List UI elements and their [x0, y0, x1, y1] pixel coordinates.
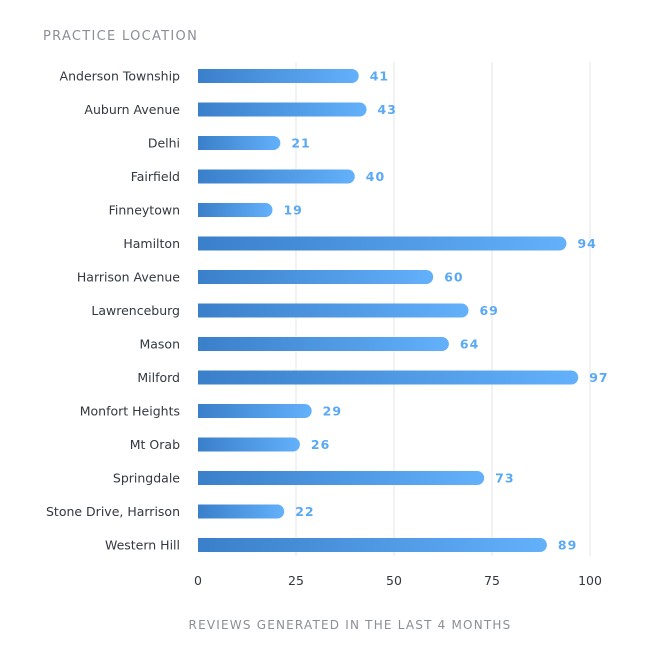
value-label-mt-orab: 26 — [311, 437, 330, 452]
bar-harrison-avenue — [198, 270, 434, 284]
category-label-harrison-avenue: Harrison Avenue — [77, 270, 180, 285]
y-axis-title: PRACTICE LOCATION — [43, 29, 199, 44]
value-label-delhi: 21 — [291, 136, 310, 151]
bar-lawrenceburg — [198, 303, 469, 318]
value-label-lawrenceburg: 69 — [479, 303, 498, 318]
category-label-auburn-avenue: Auburn Avenue — [84, 102, 180, 117]
x-tick-label-25: 25 — [288, 573, 304, 588]
bars: Anderson Township 41 Auburn Avenue 43 Delhi 2… — [46, 69, 608, 553]
bar-hamilton — [198, 236, 567, 251]
value-label-springdale: 73 — [495, 471, 514, 486]
bar-springdale — [198, 471, 485, 486]
value-label-harrison-avenue: 60 — [444, 270, 463, 285]
value-label-finneytown: 19 — [283, 203, 302, 218]
category-label-fairfield: Fairfield — [131, 169, 180, 184]
category-label-lawrenceburg: Lawrenceburg — [91, 303, 180, 318]
category-label-mt-orab: Mt Orab — [130, 437, 180, 452]
value-label-milford: 97 — [589, 370, 608, 385]
bar-finneytown — [198, 203, 273, 218]
x-tick-label-100: 100 — [578, 573, 602, 588]
category-label-finneytown: Finneytown — [109, 203, 180, 218]
bar-mason — [198, 337, 449, 351]
bar-monfort-heights — [198, 404, 312, 418]
bar-western-hill — [198, 538, 547, 552]
x-axis-title: REVIEWS GENERATED IN THE LAST 4 MONTHS — [188, 618, 512, 632]
value-label-anderson-township: 41 — [370, 69, 389, 84]
bar-anderson-township — [198, 69, 359, 83]
bar-fairfield — [198, 169, 355, 184]
value-label-hamilton: 94 — [577, 236, 596, 251]
value-label-fairfield: 40 — [366, 169, 385, 184]
bar-auburn-avenue — [198, 102, 367, 117]
category-label-delhi: Delhi — [148, 136, 180, 151]
category-label-springdale: Springdale — [113, 471, 180, 486]
value-label-stone-drive-harrison: 22 — [295, 504, 314, 519]
bar-milford — [198, 370, 579, 385]
x-tick-label-0: 0 — [194, 573, 202, 588]
x-tick-label-50: 50 — [386, 573, 402, 588]
value-label-monfort-heights: 29 — [323, 404, 342, 419]
x-axis-ticks: 0 25 50 75 100 — [194, 573, 602, 588]
category-label-western-hill: Western Hill — [105, 538, 180, 553]
category-label-milford: Milford — [137, 370, 180, 385]
category-label-mason: Mason — [139, 337, 180, 352]
category-label-stone-drive-harrison: Stone Drive, Harrison — [46, 504, 180, 519]
category-label-monfort-heights: Monfort Heights — [80, 404, 180, 419]
category-label-hamilton: Hamilton — [123, 236, 180, 251]
bar-delhi — [198, 136, 281, 150]
value-label-mason: 64 — [460, 337, 479, 352]
value-label-western-hill: 89 — [558, 538, 577, 553]
category-label-anderson-township: Anderson Township — [60, 69, 181, 84]
value-label-auburn-avenue: 43 — [378, 102, 397, 117]
bar-stone-drive-harrison — [198, 504, 285, 519]
x-tick-label-75: 75 — [484, 573, 500, 588]
bar-mt-orab — [198, 437, 300, 452]
